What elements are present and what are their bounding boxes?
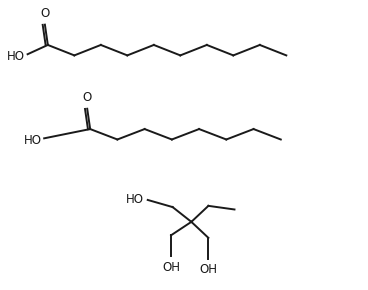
Text: O: O	[82, 91, 92, 104]
Text: HO: HO	[24, 134, 42, 147]
Text: OH: OH	[162, 260, 180, 273]
Text: O: O	[40, 7, 49, 20]
Text: HO: HO	[126, 193, 144, 206]
Text: OH: OH	[199, 263, 217, 276]
Text: HO: HO	[7, 50, 25, 63]
